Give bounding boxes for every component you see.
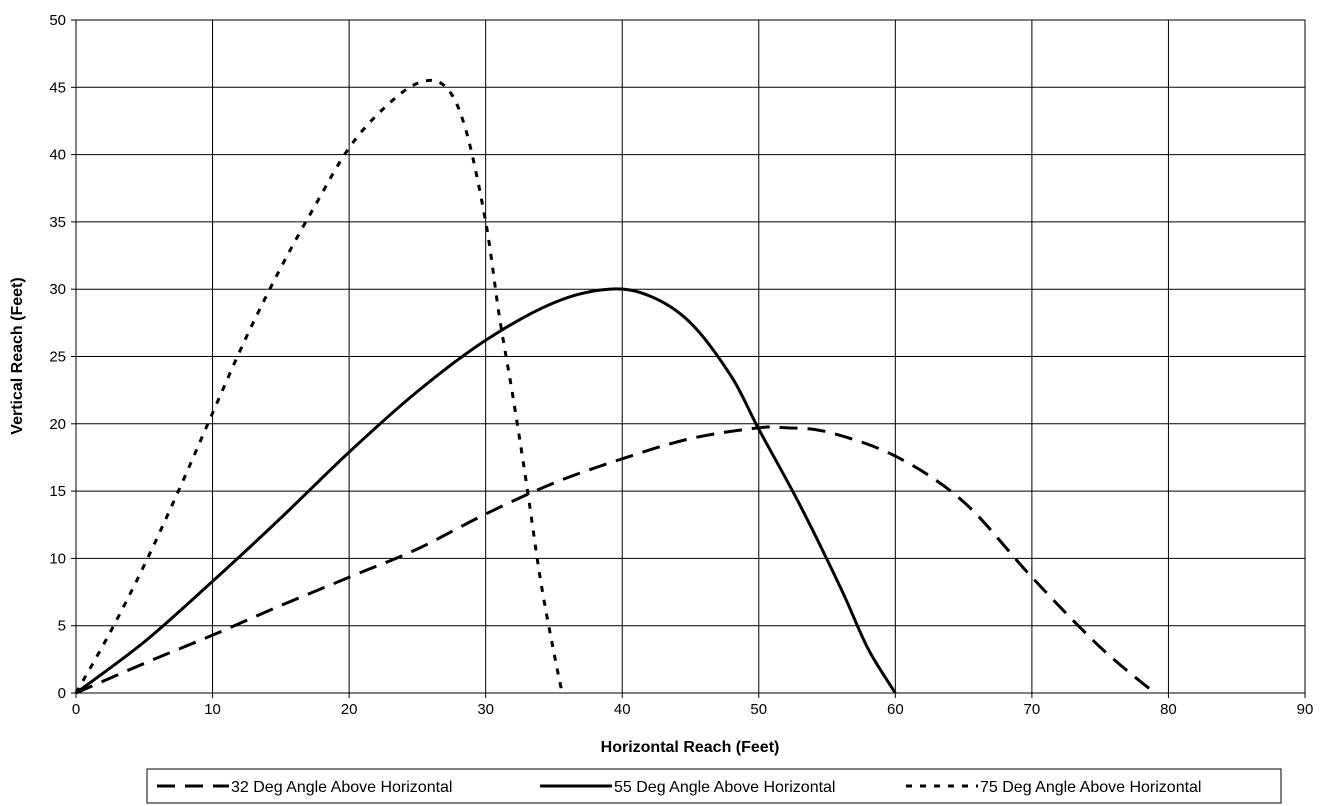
y-tick-label: 45	[49, 79, 66, 96]
legend-box	[146, 768, 1282, 804]
x-axis-ticks: 0 10 20 30 40 50 60 70 80 90	[72, 693, 1314, 718]
series-line-3	[74, 78, 564, 694]
y-tick-label: 35	[49, 214, 66, 231]
legend-label-2: 55 Deg Angle Above Horizontal	[614, 779, 835, 796]
legend-label-1: 32 Deg Angle Above Horizontal	[231, 779, 452, 796]
x-tick-label: 40	[614, 701, 631, 718]
y-tick-label: 20	[49, 416, 66, 433]
x-tick-label: 0	[72, 701, 80, 718]
grid	[75, 19, 1306, 694]
y-tick-label: 40	[49, 147, 66, 164]
legend-label-3: 75 Deg Angle Above Horizontal	[980, 779, 1201, 796]
x-tick-label: 20	[341, 701, 358, 718]
y-tick-label: 0	[58, 685, 66, 702]
legend: 32 Deg Angle Above Horizontal 55 Deg Angl…	[146, 768, 1282, 804]
x-tick-label: 10	[204, 701, 221, 718]
x-tick-label: 30	[477, 701, 494, 718]
y-tick-label: 50	[49, 12, 66, 29]
x-axis-title: Horizontal Reach (Feet)	[601, 739, 780, 756]
series-line-1	[75, 425, 1156, 695]
y-tick-label: 10	[49, 550, 66, 567]
x-tick-label: 60	[887, 701, 904, 718]
y-tick-label: 15	[49, 483, 66, 500]
y-tick-label: 25	[49, 349, 66, 366]
x-tick-label: 80	[1160, 701, 1177, 718]
y-tick-label: 30	[49, 281, 66, 298]
x-tick-label: 90	[1297, 701, 1314, 718]
y-axis-ticks: 0 5 10 15 20 25 30 35 40 45 50	[49, 12, 76, 702]
x-tick-label: 70	[1024, 701, 1041, 718]
y-tick-label: 5	[58, 618, 66, 635]
y-axis-title: Vertical Reach (Feet)	[9, 277, 26, 434]
x-tick-label: 50	[750, 701, 767, 718]
series-group	[74, 78, 1156, 695]
series-line-2	[75, 287, 897, 695]
